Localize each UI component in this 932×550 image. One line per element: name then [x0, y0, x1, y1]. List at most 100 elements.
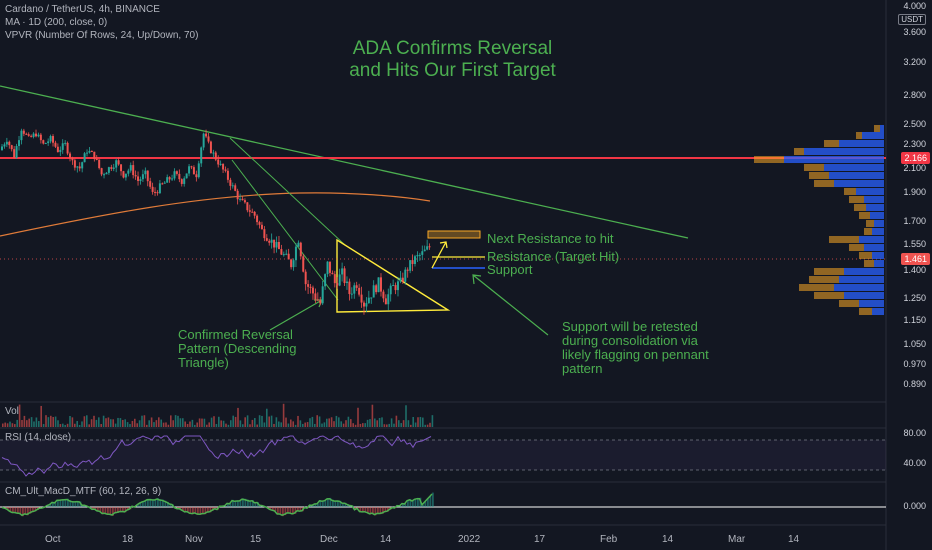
macd-hist-bar — [384, 507, 387, 513]
macd-hist-bar — [139, 502, 142, 507]
macd-legend[interactable]: CM_Ult_MacD_MTF (60, 12, 26, 9) — [5, 486, 162, 497]
currency-badge[interactable]: USDT — [898, 14, 926, 25]
macd-hist-bar — [92, 507, 94, 510]
macd-hist-bar — [24, 507, 27, 515]
macd-hist-bar — [277, 507, 279, 515]
volume-bar — [261, 415, 263, 427]
volume-bar — [131, 420, 134, 427]
candle-body — [137, 176, 140, 182]
candle-body — [343, 268, 346, 284]
chart-title: ADA Confirms Reversal and Hits Our First… — [320, 38, 585, 82]
next-resistance-zone[interactable] — [427, 230, 481, 239]
candle-body — [319, 300, 322, 304]
rsi-legend[interactable]: RSI (14, close) — [5, 432, 72, 443]
macd-hist-bar — [284, 507, 287, 516]
vpvr-up-bar — [870, 212, 884, 219]
candle-body — [120, 164, 123, 172]
macd-hist-bar — [157, 498, 159, 507]
candle-body — [341, 268, 344, 275]
macd-hist-bar — [192, 507, 194, 515]
candle-body — [158, 183, 161, 194]
macd-hist-bar — [279, 507, 282, 515]
descending-triangle[interactable] — [336, 238, 451, 313]
macd-hist-bar — [162, 499, 164, 507]
volume-bar — [398, 420, 400, 427]
volume-bar — [268, 416, 270, 427]
ma-legend[interactable]: MA · 1D (200, close, 0) — [5, 17, 108, 28]
symbol-legend[interactable]: Cardano / TetherUS, 4h, BINANCE — [5, 4, 160, 15]
macd-hist-bar — [32, 507, 34, 513]
macd-hist-bar — [147, 498, 149, 507]
macd-hist-bar — [72, 501, 74, 507]
macd-hist-bar — [144, 500, 147, 507]
volume-bar — [66, 423, 69, 427]
volume-bar — [146, 424, 148, 427]
volume-bar — [335, 415, 338, 427]
candle-body — [112, 167, 115, 169]
volume-bar — [172, 420, 174, 427]
macd-hist-bar — [424, 501, 427, 507]
long-trendline[interactable] — [0, 85, 689, 239]
candle-body — [222, 163, 225, 170]
vpvr-up-bar — [784, 156, 884, 163]
volume-bar — [74, 423, 76, 427]
volume-bar — [18, 404, 21, 427]
volume-bar — [314, 423, 316, 427]
candle-body — [316, 299, 319, 301]
macd-hist-bar — [77, 500, 79, 507]
vpvr-up-bar — [859, 300, 884, 307]
volume-bar — [174, 415, 177, 427]
price-tick: 2.300 — [903, 139, 926, 149]
candle-body — [379, 277, 382, 292]
candle-body — [134, 175, 137, 177]
candle-body — [178, 173, 181, 180]
candle-body — [292, 260, 295, 268]
candle-body — [20, 130, 23, 141]
volume-bar — [196, 422, 198, 427]
macd-hist-bar — [292, 507, 294, 515]
volume-bar — [167, 424, 170, 427]
macd-hist-bar — [327, 497, 329, 507]
vpvr-legend[interactable]: VPVR (Number Of Rows, 24, Up/Down, 70) — [5, 30, 199, 41]
vol-legend[interactable]: Vol — [5, 406, 19, 417]
macd-hist-bar — [382, 507, 384, 514]
vpvr-up-bar — [874, 260, 884, 267]
volume-bar — [213, 416, 215, 427]
candle-body — [409, 260, 412, 271]
price-tick: 2.800 — [903, 90, 926, 100]
volume-bar — [302, 423, 304, 427]
volume-bar — [354, 424, 357, 427]
macd-hist-bar — [369, 507, 372, 515]
candle-body — [370, 297, 373, 299]
rsi-tick-40: 40.00 — [903, 458, 926, 468]
candle-body — [163, 182, 166, 184]
volume-bar — [165, 422, 167, 427]
volume-bar — [194, 424, 196, 427]
candle-body — [285, 253, 288, 255]
candle-body — [404, 269, 407, 282]
volume-bar — [388, 423, 390, 427]
vpvr-down-bar — [859, 252, 872, 259]
volume-bar — [249, 424, 251, 427]
volume-bar — [102, 415, 105, 427]
volume-bar — [426, 424, 429, 427]
macd-hist-bar — [67, 498, 69, 507]
macd-hist-bar — [29, 507, 32, 514]
vpvr-up-bar — [874, 220, 884, 227]
candle-body — [5, 141, 8, 145]
time-tick: 18 — [122, 534, 134, 545]
macd-line — [1, 493, 433, 517]
volume-bar — [364, 423, 366, 427]
volume-bar — [42, 424, 45, 427]
vpvr-down-bar — [809, 276, 839, 283]
volume-bar — [402, 420, 405, 427]
volume-bar — [280, 422, 282, 427]
candle-body — [290, 259, 293, 268]
macd-hist-bar — [187, 507, 189, 513]
volume-bar — [362, 423, 364, 427]
volume-bar — [148, 420, 150, 427]
candle-body — [355, 285, 358, 288]
macd-hist-bar — [17, 507, 19, 514]
volume-bar — [294, 424, 297, 427]
